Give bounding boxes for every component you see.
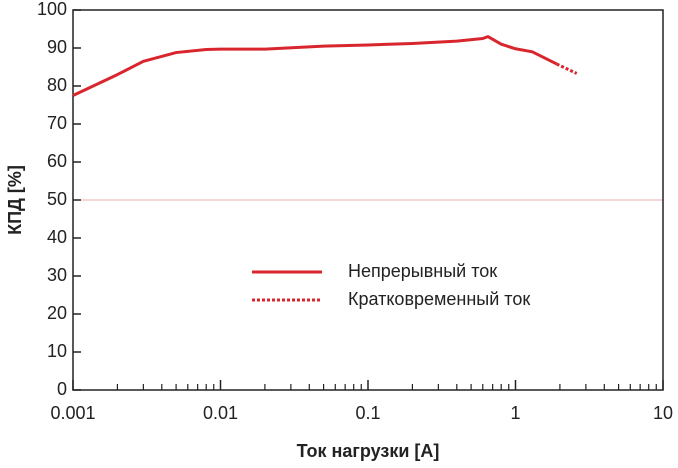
x-tick-label: 10 [653,403,673,423]
y-tick-label: 0 [57,379,67,399]
y-axis-label: КПД [%] [5,165,25,235]
y-tick-label: 60 [47,151,67,171]
y-tick-label: 70 [47,113,67,133]
y-tick-label: 20 [47,303,67,323]
y-tick-label: 40 [47,227,67,247]
x-tick-label: 0.1 [355,403,380,423]
legend-label: Непрерывный ток [348,261,497,281]
x-tick-label: 0.01 [203,403,238,423]
legend-label: Кратковременный ток [348,289,530,309]
y-tick-label: 100 [37,0,67,19]
y-tick-label: 80 [47,75,67,95]
x-tick-label: 1 [510,403,520,423]
y-tick-label: 50 [47,189,67,209]
x-tick-label: 0.001 [50,403,95,423]
y-tick-label: 10 [47,341,67,361]
series-line [72,35,558,97]
x-axis-label: Ток нагрузки [А] [297,441,440,461]
series-line [555,62,578,75]
y-tick-label: 30 [47,265,67,285]
y-tick-label: 90 [47,37,67,57]
